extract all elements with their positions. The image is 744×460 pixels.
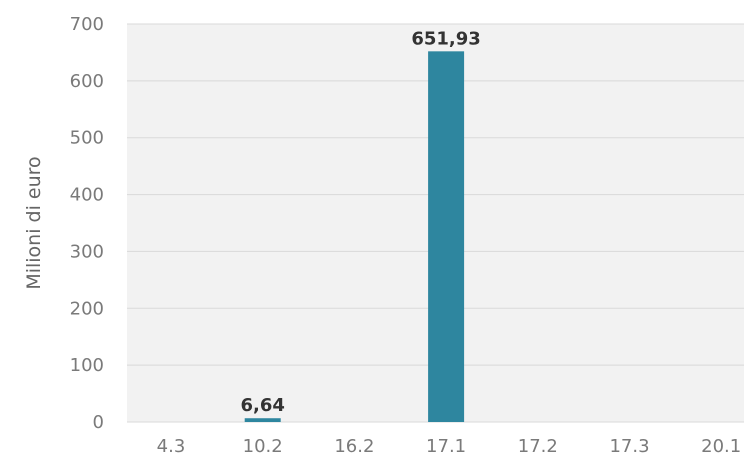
y-tick-label: 600 <box>70 71 104 92</box>
y-axis-ticks: 0 100 200 300 400 500 600 700 <box>70 14 104 433</box>
y-tick-label: 0 <box>93 412 104 433</box>
x-tick-label: 10.2 <box>243 436 283 457</box>
x-tick-label: 17.3 <box>609 436 649 457</box>
data-labels: 6,64 651,93 <box>240 28 480 416</box>
x-tick-label: 16.2 <box>334 436 374 457</box>
x-tick-label: 17.2 <box>518 436 558 457</box>
data-label: 651,93 <box>411 28 480 49</box>
y-tick-label: 700 <box>70 14 104 35</box>
bar-10-2 <box>244 418 281 422</box>
data-label: 6,64 <box>240 395 284 416</box>
y-tick-label: 200 <box>70 298 104 319</box>
x-tick-label: 17.1 <box>426 436 466 457</box>
bar-17-1 <box>428 51 465 422</box>
bars <box>244 51 465 422</box>
x-axis-ticks: 4.3 10.2 16.2 17.1 17.2 17.3 20.1 <box>157 436 742 457</box>
x-tick-label: 20.1 <box>701 436 741 457</box>
y-tick-label: 100 <box>70 355 104 376</box>
y-tick-label: 400 <box>70 185 104 206</box>
y-tick-label: 500 <box>70 128 104 149</box>
x-tick-label: 4.3 <box>157 436 186 457</box>
y-axis-title: Milioni di euro <box>23 156 45 289</box>
y-tick-label: 300 <box>70 241 104 262</box>
